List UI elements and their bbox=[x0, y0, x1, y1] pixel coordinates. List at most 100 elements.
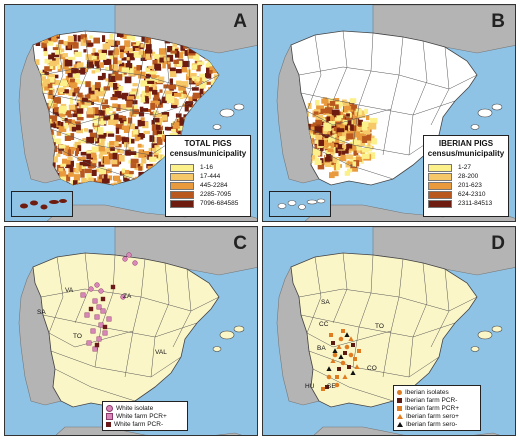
map-a-municipality bbox=[59, 80, 67, 87]
iberian-farm-sero-negative-marker bbox=[350, 370, 356, 375]
map-a-municipality bbox=[115, 135, 121, 142]
province-border bbox=[150, 262, 170, 378]
map-a-municipality bbox=[112, 103, 118, 109]
map-b-municipality bbox=[337, 144, 344, 150]
map-a-municipality bbox=[156, 130, 163, 135]
map-b-municipality bbox=[338, 149, 342, 157]
map-b-municipality bbox=[362, 126, 368, 131]
white-farm-pcr-positive-marker bbox=[80, 292, 86, 298]
map-a-municipality bbox=[71, 119, 75, 127]
map-a-municipality bbox=[86, 173, 93, 180]
map-a-municipality bbox=[108, 75, 116, 82]
map-a-municipality bbox=[124, 174, 133, 178]
white-farm-pcr-positive-marker bbox=[94, 314, 100, 320]
map-a-municipality bbox=[49, 37, 55, 42]
map-a-municipality bbox=[105, 108, 110, 114]
map-c-farm-points bbox=[80, 252, 138, 352]
map-b-municipality bbox=[329, 156, 338, 163]
map-a-municipality bbox=[53, 97, 60, 103]
map-a-municipality bbox=[171, 128, 176, 133]
map-a-municipality bbox=[188, 52, 196, 56]
map-a-municipality bbox=[48, 89, 53, 96]
map-a-municipality bbox=[196, 65, 201, 72]
map-a-municipality bbox=[109, 64, 113, 71]
map-a-municipality bbox=[83, 128, 89, 132]
map-a-municipality bbox=[76, 117, 84, 121]
map-b-municipality bbox=[361, 148, 369, 153]
map-a-municipality bbox=[157, 117, 165, 123]
map-b-municipality bbox=[317, 163, 325, 170]
map-b-municipality bbox=[367, 133, 372, 137]
map-a-municipality bbox=[96, 64, 101, 72]
map-b-municipality bbox=[358, 139, 365, 146]
city-label-d-se: SE bbox=[327, 383, 336, 390]
map-a-municipality bbox=[83, 49, 87, 53]
iberian-farm-sero-positive-marker bbox=[354, 364, 360, 369]
map-b-municipality bbox=[361, 153, 370, 159]
map-b-municipality bbox=[307, 123, 316, 128]
map-a-municipality bbox=[170, 71, 177, 78]
map-b-municipality bbox=[334, 137, 338, 142]
map-a-municipality bbox=[195, 54, 200, 61]
map-a-municipality bbox=[145, 87, 153, 92]
map-a-municipality bbox=[98, 116, 103, 122]
legend-a-swatch-5 bbox=[170, 199, 194, 208]
map-b-municipality bbox=[326, 116, 334, 120]
map-a-municipality bbox=[86, 136, 94, 144]
map-a-balearic-island bbox=[233, 103, 245, 111]
map-b-municipality bbox=[328, 130, 335, 135]
city-label-d-cc: CC bbox=[319, 321, 329, 328]
map-a-municipality bbox=[76, 108, 84, 114]
map-a-municipality bbox=[136, 41, 141, 46]
legend-b-label-5: 2311-84513 bbox=[458, 200, 493, 207]
map-a-municipality bbox=[60, 163, 67, 167]
map-a-municipality bbox=[112, 94, 120, 98]
map-a-municipality bbox=[161, 114, 168, 121]
map-a-municipality bbox=[132, 126, 139, 130]
map-a-municipality bbox=[127, 117, 133, 124]
iberian-farm-pcr-negative-marker bbox=[325, 385, 329, 389]
iberian-isolate-marker bbox=[338, 336, 344, 342]
legend-d-marker-2 bbox=[397, 397, 402, 403]
legend-b-label-1: 1-27 bbox=[458, 164, 472, 171]
map-a-municipality bbox=[152, 75, 160, 79]
map-a-municipality bbox=[171, 46, 176, 52]
map-a-municipality bbox=[140, 135, 144, 140]
map-a-municipality bbox=[99, 53, 107, 60]
map-a-municipality bbox=[125, 63, 133, 70]
map-a-municipality bbox=[182, 60, 190, 67]
legend-a: TOTAL PIGS census/municipality 1-16 17-4… bbox=[165, 135, 251, 217]
map-a-municipality bbox=[87, 61, 94, 69]
map-b-municipality bbox=[368, 122, 377, 130]
iberian-farm-pcr-positive-marker bbox=[329, 333, 333, 337]
map-b-municipality bbox=[327, 148, 334, 153]
map-a-municipality bbox=[78, 100, 86, 105]
map-a-municipality bbox=[77, 145, 82, 152]
legend-c-item-2: White farm PCR+ bbox=[106, 412, 184, 420]
map-a-municipality bbox=[148, 156, 157, 162]
map-a-municipality bbox=[152, 78, 158, 82]
map-a-municipality bbox=[95, 68, 100, 73]
map-a-municipality bbox=[114, 141, 119, 147]
city-label-c-za: ZA bbox=[123, 293, 132, 300]
map-a-municipality bbox=[145, 85, 149, 93]
map-a-municipality bbox=[52, 58, 56, 62]
map-a-municipality bbox=[113, 57, 118, 65]
map-a-municipality bbox=[124, 46, 130, 51]
map-a-municipality bbox=[64, 59, 73, 67]
map-a-municipality bbox=[79, 168, 85, 173]
map-b-balearic-island bbox=[477, 108, 493, 118]
map-a-municipality bbox=[111, 159, 118, 165]
map-a-balearic-island bbox=[212, 124, 222, 130]
map-a-municipality bbox=[121, 168, 125, 173]
map-a-municipality bbox=[107, 81, 114, 88]
province-border bbox=[306, 330, 392, 348]
map-a-municipality bbox=[117, 94, 123, 99]
map-a-municipality bbox=[51, 92, 55, 96]
map-d-farm-points bbox=[321, 329, 361, 391]
map-a-municipality bbox=[140, 54, 147, 61]
map-a-municipality bbox=[74, 141, 81, 149]
legend-c-label-3: White farm PCR- bbox=[114, 420, 164, 428]
map-a-municipality bbox=[166, 54, 174, 62]
map-a-municipality bbox=[95, 82, 101, 89]
